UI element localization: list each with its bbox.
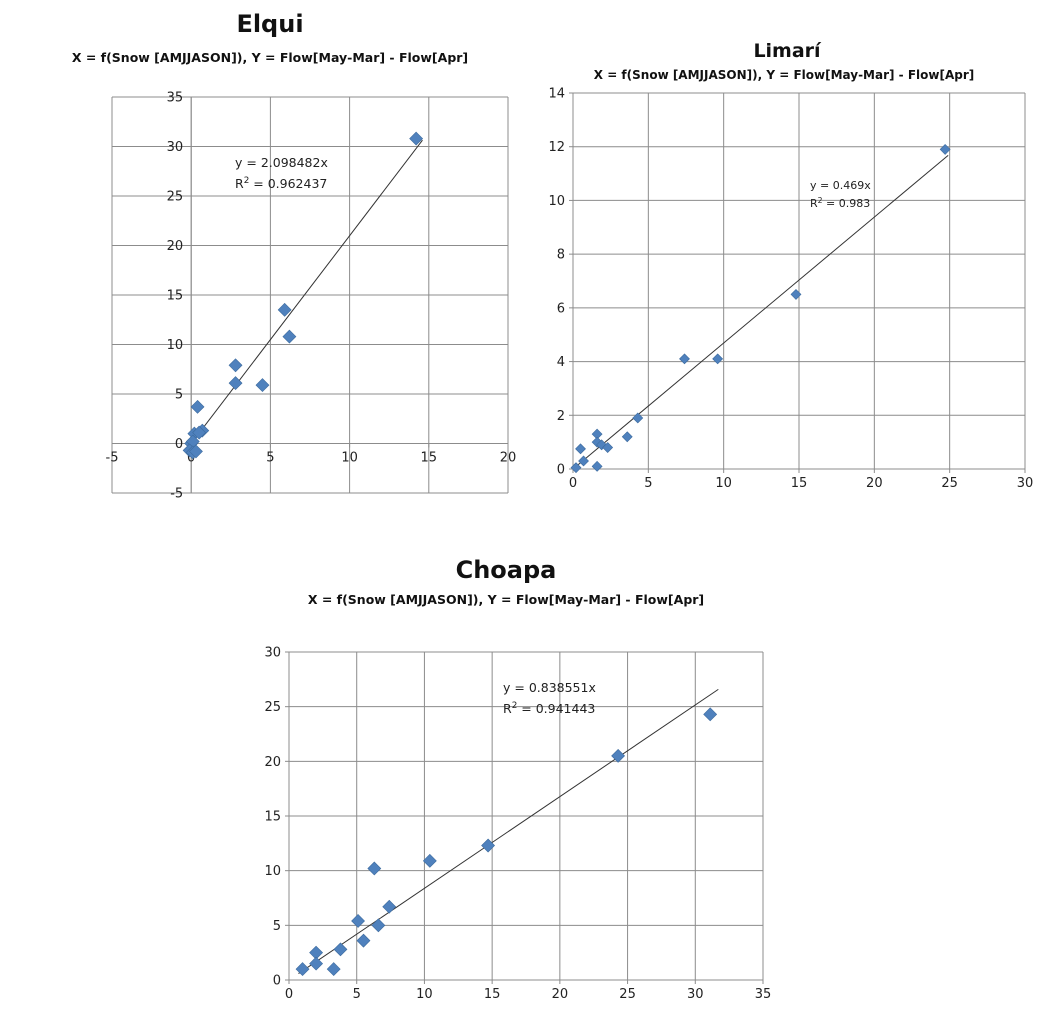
elqui-data-point [409,131,424,146]
choapa-x-tick-label: 25 [619,987,636,1002]
elqui-chart-subtitle: X = f(Snow [AMJJASON]), Y = Flow[May-Mar… [72,50,468,65]
limari-chart-subtitle: X = f(Snow [AMJJASON]), Y = Flow[May-Mar… [594,68,974,82]
choapa-data-point [422,853,437,868]
choapa-x-tick-label: 35 [755,987,772,1002]
limari-y-tick-label: 14 [548,87,565,102]
limari-data-point [570,462,582,474]
choapa-x-tick-label: 30 [687,987,704,1002]
choapa-x-tick-label: 10 [416,987,433,1002]
limari-data-point [712,353,724,365]
limari-y-tick-label: 8 [557,248,565,263]
limari-data-point [790,289,802,300]
elqui-r-squared-label: R2 = 0.962437 [235,176,327,191]
elqui-x-tick-label: -5 [106,451,119,466]
elqui-y-tick-label: 25 [167,190,184,205]
limari-x-tick-label: 20 [866,476,883,491]
limari-data-point [575,443,586,455]
limari-data-point [632,412,644,424]
choapa-y-tick-label: 5 [273,919,281,934]
limari-x-tick-label: 0 [569,476,577,491]
elqui-y-tick-label: 0 [175,437,183,452]
elqui-x-tick-label: 20 [500,451,517,466]
elqui-data-point [189,444,203,459]
choapa-r-squared-label: R2 = 0.941443 [503,701,595,716]
elqui-x-tick-label: 15 [421,451,438,466]
choapa-data-point [333,942,348,957]
choapa-x-tick-label: 5 [353,987,361,1002]
choapa-data-point [326,962,341,976]
elqui-y-tick-label: -5 [170,487,183,502]
choapa-data-point [309,956,324,971]
limari-data-point [578,455,589,467]
elqui-chart-title: Elqui [236,10,303,38]
choapa-data-point [703,707,718,722]
elqui-data-point [277,302,292,317]
limari-y-tick-label: 0 [557,463,565,478]
choapa-y-tick-label: 15 [264,810,281,825]
choapa-data-point [351,914,365,928]
elqui-trendline [186,139,423,451]
elqui-y-tick-label: 20 [167,239,184,254]
choapa-data-point [356,933,371,948]
choapa-chart-subtitle: X = f(Snow [AMJJASON]), Y = Flow[May-Mar… [308,592,704,607]
limari-x-tick-label: 15 [791,476,808,491]
choapa-y-tick-label: 0 [273,974,281,989]
choapa-data-point [295,962,310,976]
elqui-y-tick-label: 35 [167,91,184,106]
choapa-data-point [367,861,382,876]
choapa-y-tick-label: 10 [264,864,281,879]
choapa-y-tick-label: 25 [264,700,281,715]
limari-y-tick-label: 6 [557,301,565,316]
limari-data-point [679,353,690,365]
limari-y-tick-label: 12 [548,140,565,155]
elqui-y-tick-label: 30 [167,140,184,155]
elqui-data-point [228,376,243,391]
elqui-y-tick-label: 10 [167,338,184,353]
elqui-x-tick-label: 0 [187,451,195,466]
choapa-x-tick-label: 20 [552,987,569,1002]
elqui-data-point [190,399,205,414]
elqui-trendline-equation: y = 2.098482x [235,155,328,170]
limari-data-point [602,442,614,453]
elqui-data-point [282,329,297,344]
choapa-data-point [382,899,397,914]
choapa-data-point [611,748,626,763]
limari-x-tick-label: 25 [941,476,958,491]
limari-y-tick-label: 10 [548,194,565,209]
limari-y-tick-label: 2 [557,409,565,424]
limari-x-tick-label: 30 [1017,476,1034,491]
limari-trendline-equation: y = 0.469x [810,179,871,192]
elqui-data-point [192,425,207,440]
choapa-data-point [371,918,386,933]
choapa-x-tick-label: 0 [285,987,293,1002]
choapa-trendline-equation: y = 0.838551x [503,680,596,695]
limari-chart-title: Limarí [753,40,822,62]
limari-y-tick-label: 4 [557,355,565,370]
limari-x-tick-label: 5 [644,476,652,491]
elqui-x-tick-label: 5 [266,451,274,466]
limari-data-point [939,143,951,155]
choapa-y-tick-label: 30 [264,646,281,661]
elqui-data-point [228,358,243,373]
choapa-chart-title: Choapa [456,556,557,584]
limari-data-point [591,460,603,472]
choapa-y-tick-label: 20 [264,755,281,770]
limari-x-tick-label: 10 [715,476,732,491]
choapa-trendline [298,688,719,974]
choapa-data-point [481,838,496,853]
limari-data-point [621,431,633,443]
limari-trendline [577,154,949,466]
limari-r-squared-label: R2 = 0.983 [810,196,870,211]
choapa-x-tick-label: 15 [484,987,501,1002]
elqui-x-tick-label: 10 [341,451,358,466]
elqui-y-tick-label: 5 [175,388,183,403]
elqui-data-point [255,378,270,393]
elqui-y-tick-label: 15 [167,289,184,304]
